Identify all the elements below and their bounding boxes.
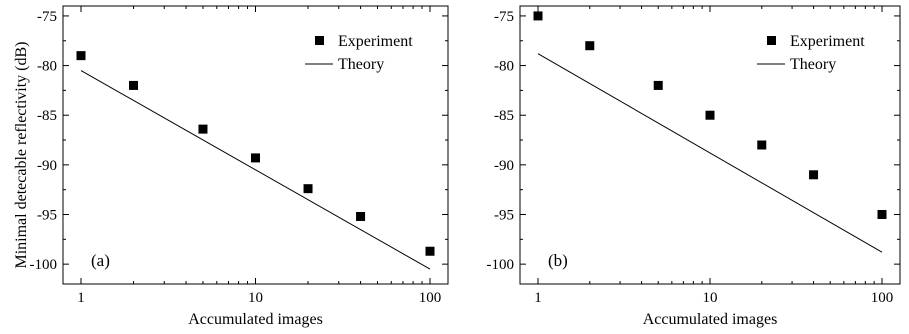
x-tick-label: 100 [871, 290, 894, 306]
panel-a: -75 -80 -85 -90 -95 -100 1 10 100 Accumulated ima… [30, 5, 449, 328]
y-tick-label: -90 [494, 158, 514, 174]
y-tick-label: -100 [30, 257, 58, 273]
y-tick-label: -75 [37, 9, 57, 25]
y-tick-label: -90 [37, 158, 57, 174]
legend-label-experiment: Experiment [338, 33, 413, 50]
experiment-point [877, 210, 887, 219]
experiment-point [251, 153, 260, 163]
panel-label: (a) [91, 251, 110, 270]
theory-line [537, 53, 883, 253]
experiment-point [809, 170, 819, 180]
legend-label-theory: Theory [790, 56, 836, 73]
panel-b: -75 -80 -85 -90 -95 -100 1 10 100 Accumulated ima… [487, 5, 901, 328]
legend-marker-experiment [315, 36, 324, 45]
x-tick-label: 1 [77, 290, 85, 306]
experiment-point [76, 51, 86, 61]
y-tick-label: -95 [37, 208, 57, 224]
y-tick-label: -95 [494, 208, 514, 224]
x-axis-label: Accumulated images [643, 311, 778, 328]
legend-label-experiment: Experiment [790, 33, 865, 50]
y-tick-label: -100 [487, 257, 515, 273]
y-tick-label: -85 [37, 108, 57, 124]
panel-label: (b) [548, 251, 568, 270]
legend-marker-experiment [767, 36, 776, 45]
x-tick-label: 100 [419, 290, 442, 306]
y-tick-label: -85 [494, 108, 514, 124]
y-tick-label: -80 [37, 59, 57, 75]
x-tick-label: 10 [248, 290, 263, 306]
x-tick-label: 1 [534, 290, 542, 306]
experiment-point [129, 80, 139, 90]
y-tick-label: -75 [494, 9, 514, 25]
experiment-point [303, 184, 313, 194]
experiment-point [653, 80, 663, 90]
experiment-point [585, 41, 595, 51]
experiment-point [705, 110, 715, 120]
experiment-point [425, 246, 435, 256]
y-tick-label: -80 [494, 59, 514, 75]
y-axis-label: Minimal detecable reflectivity (dB) [13, 41, 30, 268]
x-tick-label: 10 [703, 290, 718, 306]
theory-line [80, 70, 431, 270]
experiment-point [757, 140, 767, 150]
experiment-point [356, 211, 366, 221]
experiment-point [198, 124, 208, 134]
x-axis-label: Accumulated images [188, 311, 323, 328]
experiment-point [533, 11, 543, 21]
legend-label-theory: Theory [338, 56, 384, 73]
